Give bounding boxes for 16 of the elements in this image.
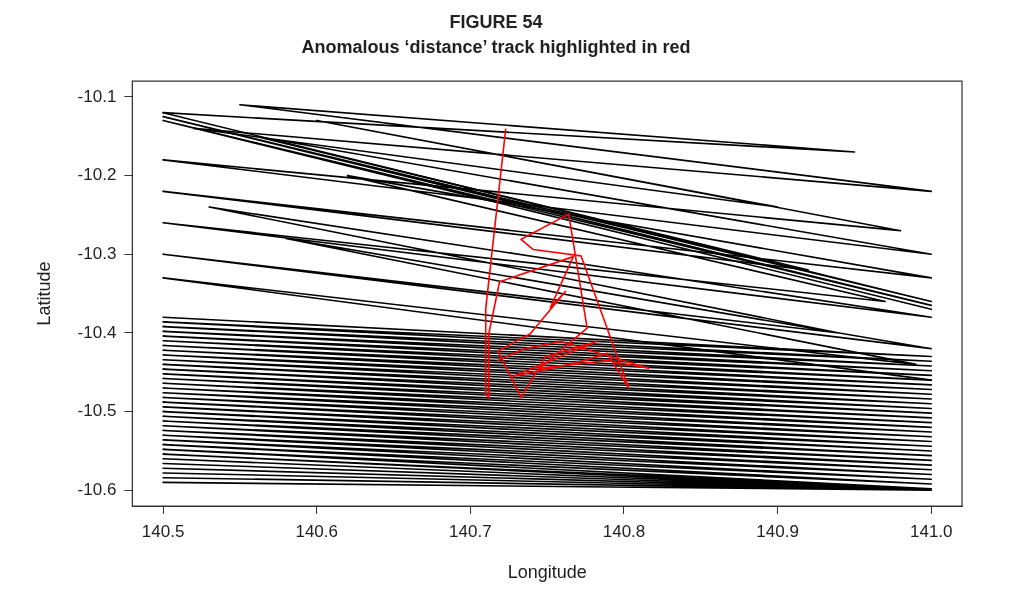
y-tick-label: -10.2 <box>77 165 117 185</box>
y-tick-label: -10.4 <box>77 322 117 342</box>
y-tick-label: -10.3 <box>77 243 117 263</box>
y-tick-label: -10.1 <box>77 86 117 106</box>
chart-title: FIGURE 54 <box>449 11 543 32</box>
x-tick-label: 140.6 <box>295 521 338 541</box>
x-tick-label: 140.8 <box>602 521 646 541</box>
y-tick-label: -10.6 <box>77 479 117 499</box>
x-tick-label: 140.5 <box>141 521 185 541</box>
y-tick-label: -10.5 <box>77 401 117 421</box>
chart-subtitle: Anomalous ‘distance’ track highlighted in red <box>301 37 691 58</box>
x-tick-label: 141.0 <box>910 521 953 541</box>
x-tick-label: 140.9 <box>756 521 799 541</box>
x-tick-label: 140.7 <box>449 521 492 541</box>
x-axis-title: Longitude <box>507 562 587 583</box>
y-axis-title: Latitude <box>33 261 54 326</box>
